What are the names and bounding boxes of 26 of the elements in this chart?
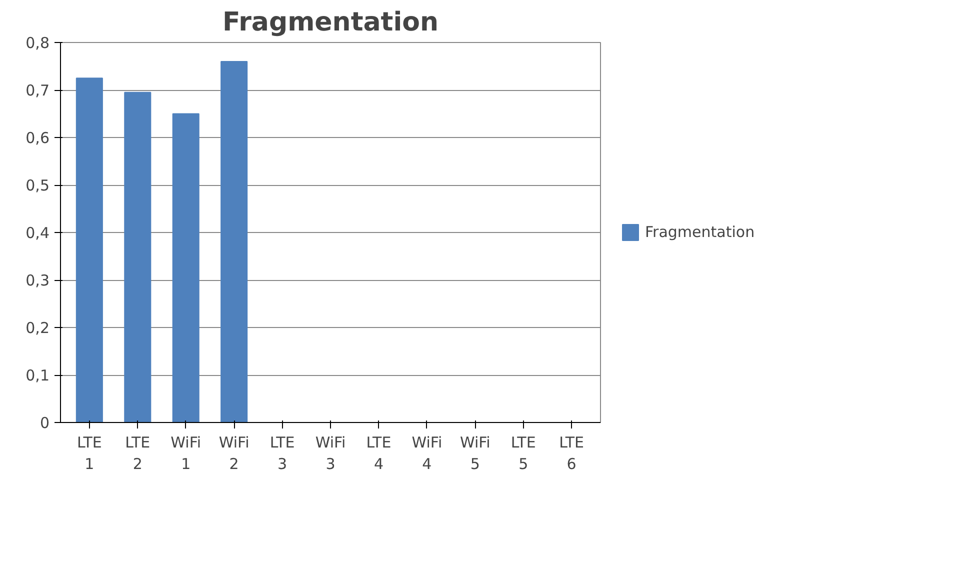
x-tick-label: WiFi 5 [460,434,490,474]
y-tick-label: 0 [40,414,50,432]
x-tick-label: LTE 3 [270,434,295,474]
x-tick-label: LTE 6 [559,434,584,474]
y-tick-label: 0,6 [26,129,50,147]
y-tick-label: 0,1 [26,366,50,384]
x-tick-label: WiFi 3 [315,434,346,474]
x-tick-label: LTE 4 [366,434,392,474]
x-tick-label: LTE 1 [76,434,102,474]
x-tick-label: LTE 2 [125,434,150,474]
x-tick-label: LTE 5 [510,434,536,474]
y-tick-label: 0,3 [26,272,50,290]
y-tick-label: 0,8 [26,34,50,52]
y-tick-label: 0,5 [26,176,50,194]
chart-title: Fragmentation [222,8,438,38]
bar [220,61,248,422]
x-tick-label: WiFi 4 [412,434,442,474]
y-tick-label: 0,2 [26,319,50,337]
legend-label: Fragmentation [645,223,755,241]
bar [124,92,152,422]
y-tick-label: 0,7 [26,82,50,100]
x-tick-label: WiFi 2 [218,434,250,474]
x-tick-label: WiFi 1 [170,434,202,474]
y-tick-label: 0,4 [26,224,50,242]
bar [76,78,103,422]
bar [172,113,200,422]
